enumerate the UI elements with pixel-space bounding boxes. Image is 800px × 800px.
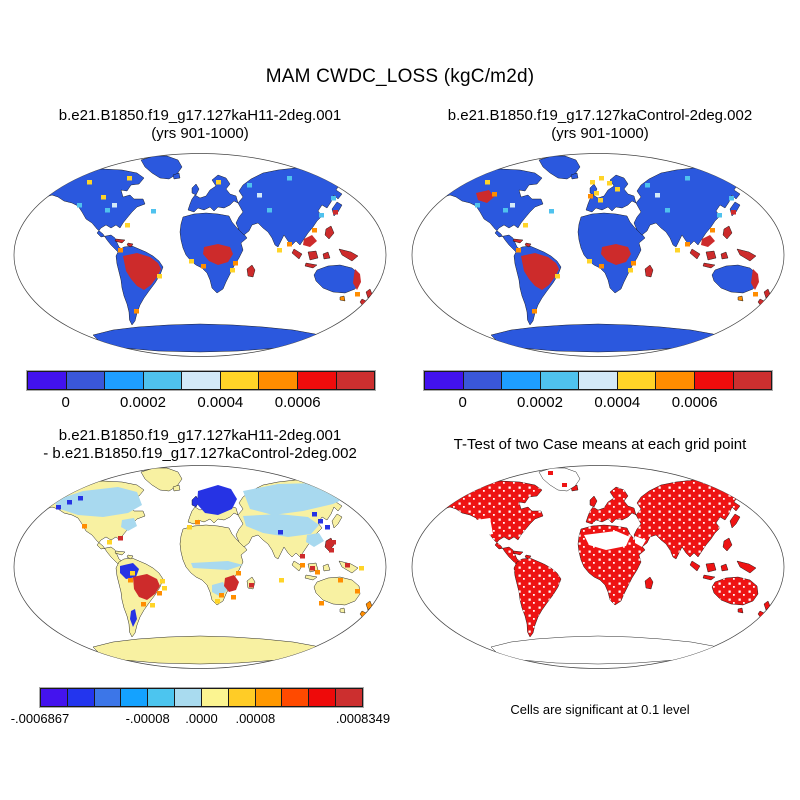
colorbar-segment — [578, 371, 618, 390]
colorbar-segment — [281, 688, 310, 707]
colorbar-segment — [693, 371, 734, 390]
colorbar-segment — [655, 371, 695, 390]
colorbar-tick-label: 0.0006 — [671, 394, 718, 411]
colorbar-segment — [120, 688, 149, 707]
panel-title-case1: b.e21.B1850.f19_g17.127kaH11-2deg.001 (y… — [2, 107, 398, 142]
colorbar-diff-ticks: -.0006867 -.00008 .0000 .00008 .0008349 — [11, 711, 390, 729]
colorbar-case1-swatches — [27, 371, 376, 390]
panel-title-case2-line2: (yrs 901-1000) — [551, 124, 649, 142]
map-diff — [13, 465, 387, 669]
colorbar-segment — [227, 688, 256, 707]
colorbar-segment — [501, 371, 541, 390]
colorbar-segment — [335, 371, 376, 390]
colorbar-tick-label: -.00008 — [125, 711, 170, 726]
colorbar-tick-label: .0000 — [185, 711, 218, 726]
panel-title-case2: b.e21.B1850.f19_g17.127kaControl-2deg.00… — [402, 107, 798, 142]
colorbar-segment — [539, 371, 580, 390]
panel-title-diff-line2: - b.e21.B1850.f19_g17.127kaControl-2deg.… — [43, 444, 357, 462]
colorbar-case2-swatches — [424, 371, 773, 390]
colorbar-tick-label: 0.0004 — [594, 394, 641, 411]
colorbar-segment — [66, 688, 95, 707]
colorbar-diff: -.0006867 -.00008 .0000 .00008 .0008349 — [11, 688, 390, 729]
colorbar-tick-label: -.0006867 — [10, 711, 70, 726]
colorbar-segment — [104, 371, 144, 390]
colorbar-segment — [732, 371, 773, 390]
colorbar-case1: 0 0.0002 0.0004 0.0006 — [27, 371, 376, 412]
colorbar-tick-label: .0008349 — [335, 711, 391, 726]
colorbar-segment — [335, 688, 363, 707]
diff-patches — [53, 483, 364, 627]
colorbar-segment — [200, 688, 229, 707]
panel-title-diff-line1: b.e21.B1850.f19_g17.127kaH11-2deg.001 — [58, 427, 342, 444]
panel-title-diff: b.e21.B1850.f19_g17.127kaH11-2deg.001 - … — [2, 427, 398, 462]
colorbar-tick-label: 0 — [458, 394, 467, 411]
colorbar-tick-label: 0.0006 — [274, 394, 321, 411]
colorbar-case1-ticks: 0 0.0002 0.0004 0.0006 — [27, 394, 375, 412]
colorbar-segment — [462, 371, 503, 390]
colorbar-segment — [258, 371, 298, 390]
colorbar-segment — [219, 371, 260, 390]
map-ttest — [411, 465, 785, 669]
colorbar-case2-ticks: 0 0.0002 0.0004 0.0006 — [424, 394, 772, 412]
colorbar-tick-label: .00008 — [235, 711, 276, 726]
colorbar-segment — [147, 688, 176, 707]
colorbar-segment — [142, 371, 183, 390]
colorbar-diff-swatches — [40, 688, 363, 707]
colorbar-segment — [27, 371, 67, 390]
colorbar-segment — [93, 688, 122, 707]
colorbar-case2: 0 0.0002 0.0004 0.0006 — [424, 371, 773, 412]
colorbar-segment — [616, 371, 657, 390]
panel-title-case1-line1: b.e21.B1850.f19_g17.127kaH11-2deg.001 — [58, 107, 342, 124]
panel-title-ttest: T-Test of two Case means at each grid po… — [402, 436, 798, 454]
colorbar-segment — [296, 371, 337, 390]
colorbar-tick-label: 0.0002 — [120, 394, 166, 411]
colorbar-tick-label: 0.0004 — [197, 394, 244, 411]
map-case1 — [13, 153, 387, 357]
colorbar-segment — [174, 688, 202, 707]
colorbar-segment — [424, 371, 464, 390]
figure-title: MAM CWDC_LOSS (kgC/m2d) — [265, 66, 535, 87]
colorbar-segment — [254, 688, 283, 707]
colorbar-tick-label: 0 — [61, 394, 70, 411]
panel-title-ttest-line1: T-Test of two Case means at each grid po… — [453, 436, 747, 453]
colorbar-segment — [65, 371, 106, 390]
colorbar-segment — [40, 688, 68, 707]
value-patches — [77, 176, 361, 314]
value-patches — [475, 176, 759, 314]
panel-title-case2-line1: b.e21.B1850.f19_g17.127kaControl-2deg.00… — [447, 107, 753, 124]
colorbar-segment — [308, 688, 337, 707]
colorbar-segment — [181, 371, 221, 390]
panel-title-case1-line2: (yrs 901-1000) — [151, 124, 249, 142]
colorbar-tick-label: 0.0002 — [517, 394, 563, 411]
ttest-caption: Cells are significant at 0.1 level — [510, 702, 690, 717]
map-case2 — [411, 153, 785, 357]
